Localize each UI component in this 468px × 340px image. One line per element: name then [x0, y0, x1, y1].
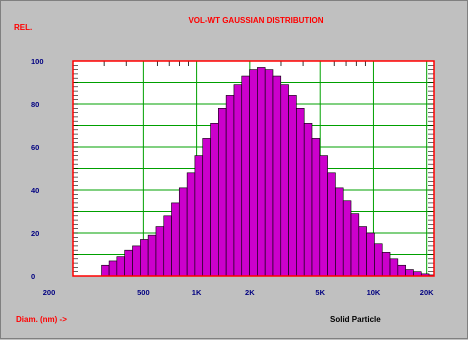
minor-ticks [73, 61, 434, 273]
bar [288, 95, 297, 277]
y-tick-label: 0 [31, 272, 35, 281]
bar [257, 67, 266, 277]
bar [319, 155, 328, 277]
bar [101, 264, 110, 277]
bar [311, 138, 321, 277]
bar [171, 202, 180, 277]
y-axis-label: REL. [14, 23, 32, 32]
plot-frame [72, 60, 435, 277]
bar [264, 69, 274, 277]
bar [225, 95, 235, 277]
y-tick-labels: 0 20 40 60 80 100 [31, 57, 44, 281]
chart-title: VOL-WT GAUSSIAN DISTRIBUTION [188, 16, 323, 25]
y-tick-label: 20 [31, 229, 39, 238]
bar [210, 123, 219, 277]
bar [335, 187, 344, 277]
bar [397, 264, 406, 277]
y-tick-label: 80 [31, 100, 39, 109]
x-tick-label: 1K [192, 288, 202, 297]
bar [374, 243, 383, 277]
bar [124, 249, 133, 277]
particle-mode-label: Solid Particle [330, 315, 381, 324]
bar [140, 239, 149, 277]
bars [101, 67, 435, 277]
bar [194, 155, 204, 277]
y-tick-label: 40 [31, 186, 39, 195]
y-tick-label: 100 [31, 57, 44, 66]
bar [358, 226, 367, 277]
bar [272, 75, 282, 277]
bar [350, 213, 360, 277]
bar [147, 234, 157, 277]
x-tick-label: 500 [137, 288, 150, 297]
bar [327, 172, 336, 277]
bar [241, 75, 250, 277]
bar [381, 252, 391, 277]
bar [342, 200, 352, 277]
bar [280, 84, 289, 277]
bar [155, 226, 165, 277]
x-tick-label: 200 [43, 288, 56, 297]
bar [249, 69, 258, 277]
bar [202, 138, 211, 277]
bar [218, 108, 227, 277]
x-tick-label: 10K [367, 288, 381, 297]
x-tick-label: 2K [245, 288, 255, 297]
bar [303, 123, 313, 277]
bar [366, 232, 375, 277]
bar [186, 172, 196, 277]
x-tick-label: 20K [420, 288, 434, 297]
bar [389, 258, 399, 277]
x-axis-label: Diam. (nm) -> [16, 315, 67, 324]
bar [116, 256, 125, 277]
bar [405, 269, 414, 277]
y-tick-label: 60 [31, 143, 39, 152]
bar [163, 215, 172, 277]
bar [178, 187, 188, 277]
bar [296, 108, 305, 277]
bar [132, 245, 141, 277]
bar [233, 84, 243, 277]
x-tick-labels: 200 500 1K 2K 5K 10K 20K [43, 288, 434, 297]
bar [108, 260, 118, 277]
x-tick-label: 5K [315, 288, 325, 297]
